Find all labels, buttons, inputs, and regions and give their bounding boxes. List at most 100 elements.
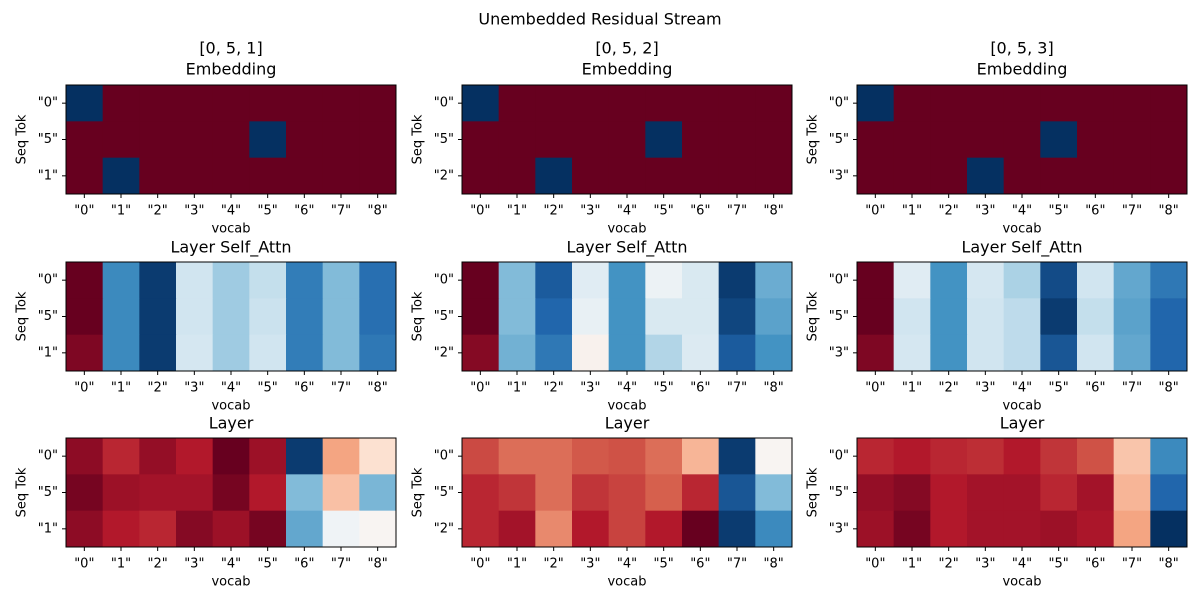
heatmap-cell: [857, 85, 895, 122]
x-tick-label: "3": [580, 381, 600, 396]
x-tick-label: "5": [258, 557, 278, 572]
y-tick-label: "0": [434, 449, 454, 464]
heatmap-cell: [212, 298, 250, 336]
x-tick-label: "5": [1049, 557, 1069, 572]
heatmap-cell: [249, 438, 287, 475]
x-tick-label: "4": [617, 204, 637, 219]
x-tick-label: "7": [1122, 204, 1142, 219]
heatmap-cell: [359, 438, 397, 475]
x-tick-label: "0": [865, 557, 885, 572]
heatmap-cell: [462, 298, 500, 336]
chart-subtitle: Embedding: [582, 60, 673, 79]
heatmap-cell: [102, 121, 140, 159]
x-tick-label: "2": [939, 381, 959, 396]
heatmap-cell: [359, 85, 397, 122]
heatmap-cell: [645, 85, 683, 122]
y-tick-label: "3": [829, 521, 849, 536]
heatmap-cell: [1150, 298, 1188, 336]
x-tick-label: "3": [975, 557, 995, 572]
heatmap-cell: [857, 438, 895, 475]
y-tick-label: "5": [434, 485, 454, 500]
heatmap-cell: [462, 157, 500, 195]
y-axis-label: Seq Tok: [411, 114, 426, 164]
heatmap-cell: [930, 438, 968, 475]
heatmap-cell: [249, 157, 287, 195]
x-axis-label: vocab: [607, 399, 646, 414]
heatmap-cell: [498, 474, 536, 512]
heatmap-cell: [645, 157, 683, 195]
y-axis-label: Seq Tok: [411, 467, 426, 517]
x-axis-label: vocab: [211, 575, 250, 590]
chart-subtitle: Embedding: [186, 60, 277, 79]
heatmap-cell: [322, 298, 360, 336]
heatmap-cell: [967, 510, 1005, 548]
heatmap-cell: [893, 474, 931, 512]
heatmap-cell: [66, 298, 104, 336]
x-tick-label: "6": [1085, 557, 1105, 572]
heatmap-cell: [102, 157, 140, 195]
x-tick-label: "4": [617, 557, 637, 572]
x-tick-label: "6": [690, 557, 710, 572]
chart-title: Layer: [605, 414, 650, 433]
heatmap-cell: [102, 334, 140, 372]
heatmap-cell: [176, 510, 214, 548]
heatmap-cell: [1077, 262, 1115, 299]
heatmap-cell: [893, 85, 931, 122]
heatmap-cell: [102, 298, 140, 336]
heatmap-cell: [930, 474, 968, 512]
heatmap-cell: [498, 510, 536, 548]
heatmap-cell: [212, 334, 250, 372]
heatmap-cell: [682, 510, 720, 548]
heatmap-cell: [286, 262, 324, 299]
heatmap-cell: [139, 121, 177, 159]
heatmap-cell: [286, 334, 324, 372]
y-tick-label: "0": [829, 273, 849, 288]
heatmap-cell: [322, 85, 360, 122]
heatmap-cell: [359, 474, 397, 512]
heatmap-cell: [645, 298, 683, 336]
x-tick-label: "0": [74, 557, 94, 572]
x-tick-label: "1": [902, 381, 922, 396]
heatmap-cell: [755, 438, 793, 475]
heatmap-cell: [359, 334, 397, 372]
heatmap-cell: [893, 438, 931, 475]
heatmap-cell: [212, 438, 250, 475]
x-tick-label: "3": [184, 204, 204, 219]
y-tick-label: "3": [829, 168, 849, 183]
heatmap-cell: [893, 157, 931, 195]
heatmap-cell: [645, 510, 683, 548]
x-tick-label: "4": [221, 557, 241, 572]
heatmap-cell: [286, 298, 324, 336]
heatmap-cell: [462, 85, 500, 122]
y-tick-label: "0": [829, 96, 849, 111]
x-tick-label: "8": [1159, 557, 1179, 572]
heatmap-cell: [1077, 438, 1115, 475]
x-tick-label: "3": [975, 381, 995, 396]
y-tick-label: "5": [829, 309, 849, 324]
heatmap-cell: [1113, 157, 1151, 195]
heatmap-cell: [498, 121, 536, 159]
heatmap-cell: [967, 262, 1005, 299]
heatmap-cell: [608, 157, 646, 195]
heatmap-cell: [857, 474, 895, 512]
x-tick-label: "3": [580, 557, 600, 572]
heatmap-cell: [930, 334, 968, 372]
heatmap-cell: [1150, 85, 1188, 122]
heatmap-cell: [608, 121, 646, 159]
heatmap-cell: [139, 510, 177, 548]
y-tick-label: "0": [434, 96, 454, 111]
heatmap-cell: [1150, 474, 1188, 512]
x-tick-label: "4": [1012, 557, 1032, 572]
heatmap-cell: [1040, 334, 1078, 372]
heatmap-cell: [66, 157, 104, 195]
x-tick-label: "1": [902, 204, 922, 219]
heatmap-cell: [139, 474, 177, 512]
chart-title: [0, 5, 1]: [199, 39, 262, 58]
heatmap-cell: [1077, 121, 1115, 159]
chart-title: Layer: [1000, 414, 1045, 433]
heatmap-cell: [462, 121, 500, 159]
heatmap-cell: [498, 157, 536, 195]
x-tick-label: "7": [1122, 557, 1142, 572]
heatmap-cell: [1150, 121, 1188, 159]
heatmap-cell: [286, 438, 324, 475]
